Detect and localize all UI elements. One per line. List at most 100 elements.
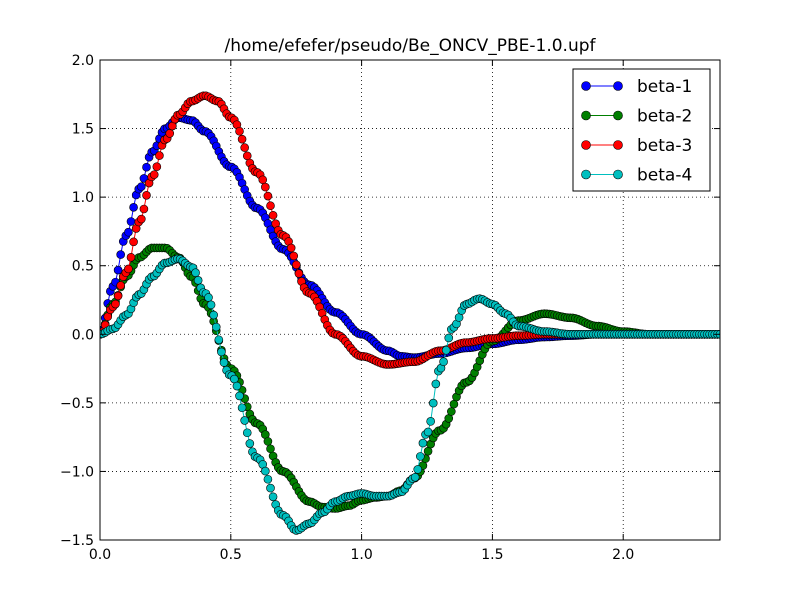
data-point	[268, 210, 278, 220]
y-tick-label: −1.0	[60, 464, 94, 480]
data-point	[263, 191, 273, 201]
data-point	[206, 300, 216, 310]
data-point	[423, 427, 433, 437]
data-point	[129, 237, 138, 247]
legend: beta-1 beta-2 beta-3 beta-4	[572, 68, 711, 192]
legend-marker	[581, 169, 591, 180]
data-point	[245, 439, 255, 448]
axis-ticks: 0.0 0.5 1.0 1.5 2.0 −1.5 −1.0 −0.5 0.0 0.5 1.0 1.5 2…	[60, 53, 720, 563]
data-point	[240, 416, 249, 425]
data-point	[258, 175, 268, 185]
data-series	[100, 91, 720, 535]
data-point	[137, 214, 146, 224]
data-point	[447, 407, 456, 416]
legend-label: beta-4	[637, 166, 692, 186]
data-point	[294, 269, 304, 278]
data-point	[113, 265, 123, 275]
legend-marker	[581, 81, 591, 91]
data-point	[129, 203, 138, 212]
data-point	[149, 170, 159, 179]
data-point	[193, 276, 203, 285]
legend-marker	[613, 140, 623, 150]
data-point	[431, 379, 441, 389]
data-point	[263, 437, 273, 446]
y-tick-label: −0.5	[60, 396, 94, 412]
data-point	[126, 217, 136, 226]
data-point	[126, 252, 136, 262]
plot-frame	[99, 59, 721, 541]
data-point	[413, 465, 423, 474]
data-point	[416, 452, 425, 461]
data-point	[441, 345, 451, 355]
legend-marker	[613, 110, 623, 121]
x-tick-label: 0.0	[89, 547, 111, 563]
x-tick-label: 2.0	[612, 547, 634, 563]
data-point	[449, 399, 459, 409]
legend-box	[572, 68, 711, 192]
y-tick-label: 2.0	[72, 53, 94, 69]
data-point	[235, 391, 244, 401]
data-point	[155, 151, 164, 160]
data-point	[423, 446, 433, 456]
legend-label: beta-3	[637, 136, 692, 156]
data-point	[286, 243, 296, 253]
data-point	[142, 162, 151, 172]
legend-label: beta-1	[637, 77, 692, 97]
data-point	[165, 129, 175, 138]
data-point	[191, 268, 200, 278]
data-point	[235, 126, 244, 136]
data-point	[242, 151, 252, 161]
data-point	[289, 251, 299, 261]
data-point	[116, 281, 125, 290]
data-point	[242, 428, 252, 438]
data-point	[237, 403, 247, 413]
data-point	[263, 474, 273, 484]
series-beta-4	[100, 254, 720, 535]
legend-marker	[581, 110, 591, 121]
data-point	[111, 299, 120, 309]
series-beta-1	[100, 113, 720, 362]
data-point	[426, 417, 435, 426]
data-point	[266, 483, 275, 493]
legend-label: beta-2	[637, 107, 692, 127]
data-point	[124, 227, 133, 237]
y-tick-label: −1.5	[60, 533, 94, 549]
data-point	[261, 466, 270, 476]
data-point	[204, 293, 213, 302]
data-point	[261, 182, 270, 192]
data-point	[439, 357, 448, 367]
data-point	[292, 260, 301, 270]
legend-marker	[613, 169, 623, 180]
data-point	[266, 444, 275, 454]
y-tick-label: 1.5	[72, 122, 94, 138]
data-point	[217, 347, 226, 357]
data-point	[418, 438, 428, 448]
chart-title: /home/efefer/pseudo/Be_ONCV_PBE-1.0.upf	[224, 36, 596, 56]
data-point	[266, 201, 275, 211]
data-point	[444, 333, 454, 343]
data-point	[139, 204, 149, 214]
y-tick-label: 0.0	[72, 327, 94, 343]
data-point	[209, 310, 218, 320]
data-point	[113, 291, 123, 301]
y-tick-label: 0.5	[72, 259, 94, 275]
data-point	[214, 335, 224, 345]
x-tick-label: 0.5	[220, 547, 242, 563]
y-tick-label: 1.0	[72, 190, 94, 206]
data-point	[137, 182, 146, 191]
data-point	[211, 322, 221, 332]
data-point	[428, 398, 438, 408]
x-tick-label: 1.5	[481, 547, 503, 563]
data-point	[116, 250, 125, 259]
data-point	[240, 143, 249, 152]
data-point	[410, 472, 420, 482]
data-point	[152, 162, 162, 172]
data-point	[268, 492, 278, 502]
data-point	[219, 358, 229, 367]
legend-marker	[613, 81, 623, 91]
data-point	[124, 264, 133, 274]
data-point	[232, 381, 242, 391]
data-point	[142, 191, 151, 200]
x-tick-label: 1.0	[350, 547, 372, 563]
